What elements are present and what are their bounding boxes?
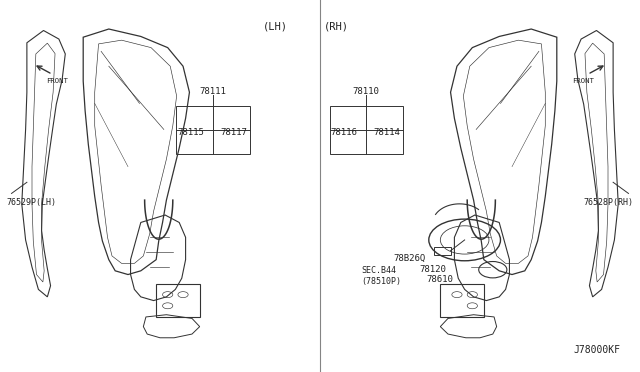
- Text: 76528P(RH): 76528P(RH): [584, 198, 634, 207]
- Bar: [434, 247, 451, 255]
- Text: (LH): (LH): [262, 21, 288, 31]
- Text: 78116: 78116: [330, 128, 357, 137]
- Bar: [440, 284, 484, 317]
- Bar: [330, 106, 403, 154]
- Text: 78120: 78120: [420, 265, 447, 274]
- Text: (RH): (RH): [323, 21, 349, 31]
- Bar: [176, 106, 250, 154]
- Text: J78000KF: J78000KF: [574, 345, 621, 355]
- Bar: [156, 284, 200, 317]
- Text: 78110: 78110: [353, 87, 380, 96]
- Text: FRONT: FRONT: [46, 78, 68, 84]
- Text: 78114: 78114: [374, 128, 401, 137]
- Text: 78610: 78610: [426, 275, 453, 284]
- Text: 78B26Q: 78B26Q: [393, 254, 425, 263]
- Text: 76529P(LH): 76529P(LH): [6, 198, 56, 207]
- Text: 78115: 78115: [177, 128, 204, 137]
- Text: 78111: 78111: [200, 87, 227, 96]
- Text: 78117: 78117: [221, 128, 248, 137]
- Text: FRONT: FRONT: [572, 78, 594, 84]
- Text: SEC.B44
(78510P): SEC.B44 (78510P): [362, 266, 402, 286]
